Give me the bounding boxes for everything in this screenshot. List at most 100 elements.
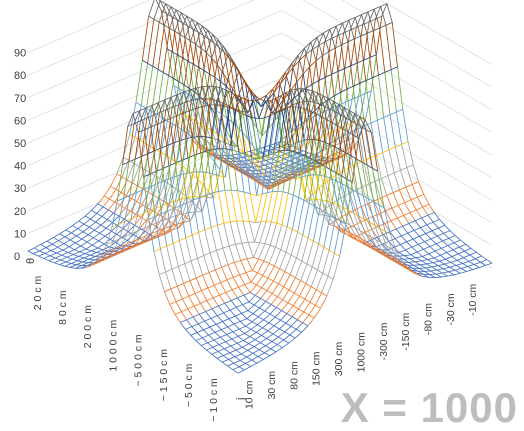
mesh-segment [194, 153, 200, 155]
mesh-segment [476, 252, 481, 256]
mesh-segment [236, 350, 241, 354]
mesh-segment [255, 288, 261, 296]
mesh-segment [264, 261, 269, 263]
mesh-segment [71, 261, 77, 264]
mesh-segment [297, 320, 302, 323]
mesh-segment [421, 260, 427, 261]
mesh-segment [283, 192, 288, 193]
mesh-segment [228, 324, 234, 327]
mesh-segment [177, 286, 182, 299]
mesh-segment [229, 246, 234, 262]
mesh-segment [432, 267, 437, 270]
mesh-segment [417, 249, 423, 252]
mesh-segment [235, 313, 241, 316]
mesh-segment [70, 267, 75, 268]
mesh-segment [79, 221, 84, 224]
mesh-segment [201, 343, 207, 346]
mesh-segment [429, 251, 435, 254]
mesh-segment [85, 210, 91, 216]
mesh-segment [246, 273, 251, 283]
mesh-segment [288, 193, 293, 195]
mesh-segment [401, 236, 406, 242]
mesh-segment [215, 267, 221, 270]
mesh-segment [315, 293, 321, 305]
mesh-segment [253, 308, 259, 314]
mesh-segment [96, 216, 102, 222]
mesh-segment [167, 243, 173, 246]
mesh-segment [390, 229, 396, 232]
mesh-segment [436, 241, 442, 244]
mesh-segment [84, 258, 89, 259]
mesh-segment [108, 202, 114, 210]
mesh-segment [230, 353, 235, 357]
mesh-segment [73, 255, 78, 257]
mesh-segment [235, 354, 241, 357]
mesh-segment [312, 267, 317, 270]
mesh-segment [396, 112, 401, 144]
mesh-segment [253, 314, 258, 317]
mesh-segment [455, 270, 460, 273]
mesh-segment [252, 317, 258, 322]
mesh-segment [419, 234, 425, 237]
mesh-segment [68, 250, 74, 253]
mesh-segment [427, 263, 433, 264]
mesh-segment [431, 236, 437, 239]
mesh-segment [254, 298, 260, 305]
mesh-segment [370, 55, 376, 58]
mesh-segment [234, 360, 240, 363]
mesh-segment [272, 337, 278, 342]
mesh-segment [239, 363, 245, 366]
mesh-segment [210, 324, 216, 327]
mesh-segment [428, 212, 434, 215]
mesh-segment [286, 323, 291, 326]
mesh-segment [216, 250, 221, 267]
mesh-segment [172, 269, 177, 286]
mesh-segment [238, 191, 243, 221]
mesh-segment [72, 226, 77, 229]
mesh-segment [60, 230, 66, 234]
mesh-segment [228, 327, 233, 332]
mesh-segment [224, 310, 230, 313]
mesh-segment [218, 303, 224, 306]
mesh-segment [376, 153, 382, 156]
mesh-segment [194, 306, 199, 314]
mesh-segment [430, 247, 435, 252]
mesh-segment [297, 258, 302, 261]
mesh-segment [308, 318, 314, 326]
mesh-segment [445, 225, 450, 230]
mesh-segment [364, 22, 369, 60]
mesh-segment [241, 260, 246, 272]
mesh-segment [300, 176, 305, 178]
mesh-segment [285, 332, 290, 335]
mesh-segment [52, 241, 58, 245]
mesh-segment [40, 248, 46, 251]
mesh-segment [420, 228, 425, 234]
mesh-segment [140, 140, 145, 143]
mesh-segment [103, 207, 108, 210]
mesh-segment [436, 274, 441, 277]
mesh-segment [315, 305, 320, 308]
mesh-segment [247, 319, 252, 322]
mesh-segment [372, 78, 377, 120]
mesh-segment [148, 19, 154, 63]
mesh-segment [192, 179, 198, 201]
mesh-segment [160, 246, 166, 249]
mesh-segment [259, 346, 265, 350]
mesh-segment [395, 239, 400, 245]
mesh-segment [229, 357, 235, 360]
mesh-segment [256, 332, 261, 335]
mesh-segment [212, 193, 217, 225]
mesh-segment [397, 215, 403, 218]
mesh-segment [234, 321, 240, 324]
mesh-segment [246, 326, 251, 329]
mesh-segment [292, 229, 297, 232]
mesh-segment [329, 250, 334, 253]
mesh-segment [365, 91, 371, 94]
mesh-segment [213, 345, 219, 348]
mesh-segment [441, 276, 447, 277]
mesh-segment [296, 329, 301, 332]
mesh-segment [259, 350, 264, 353]
gridline [28, 0, 492, 87]
mesh-segment [280, 269, 285, 272]
mesh-segment [89, 222, 95, 227]
